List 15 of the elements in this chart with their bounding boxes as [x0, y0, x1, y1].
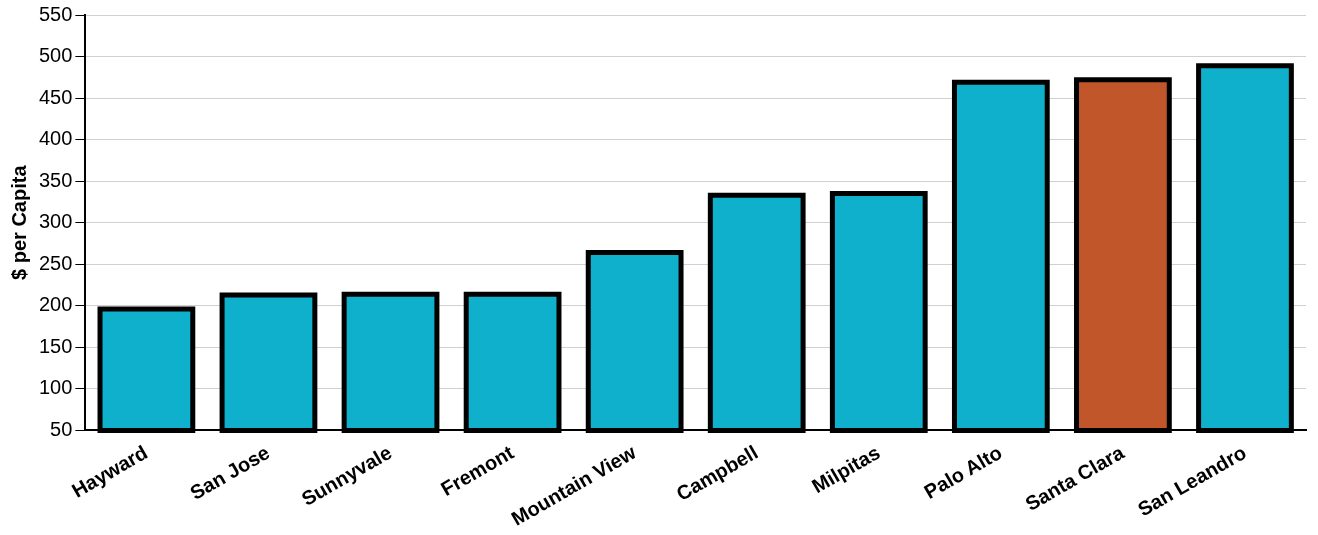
x-tick-label: Santa Clara	[1021, 440, 1129, 516]
y-tick-label: 450	[38, 85, 73, 108]
y-axis-title: $ per Capita	[7, 164, 30, 280]
y-tick-label: 150	[38, 334, 73, 357]
x-tick-label: San Jose	[186, 440, 274, 504]
y-tick-label: 350	[38, 168, 73, 191]
x-tick-label: Palo Alto	[920, 440, 1006, 503]
y-tick-label: 500	[38, 44, 73, 67]
y-tick-label: 50	[50, 417, 73, 440]
y-tick-label: 550	[38, 2, 73, 25]
y-tick-label: 400	[38, 127, 73, 150]
y-tick-label: 200	[38, 293, 73, 316]
y-tick-label: 300	[38, 210, 73, 233]
y-tick-label: 250	[38, 251, 73, 274]
y-tick-label: 100	[38, 376, 73, 399]
